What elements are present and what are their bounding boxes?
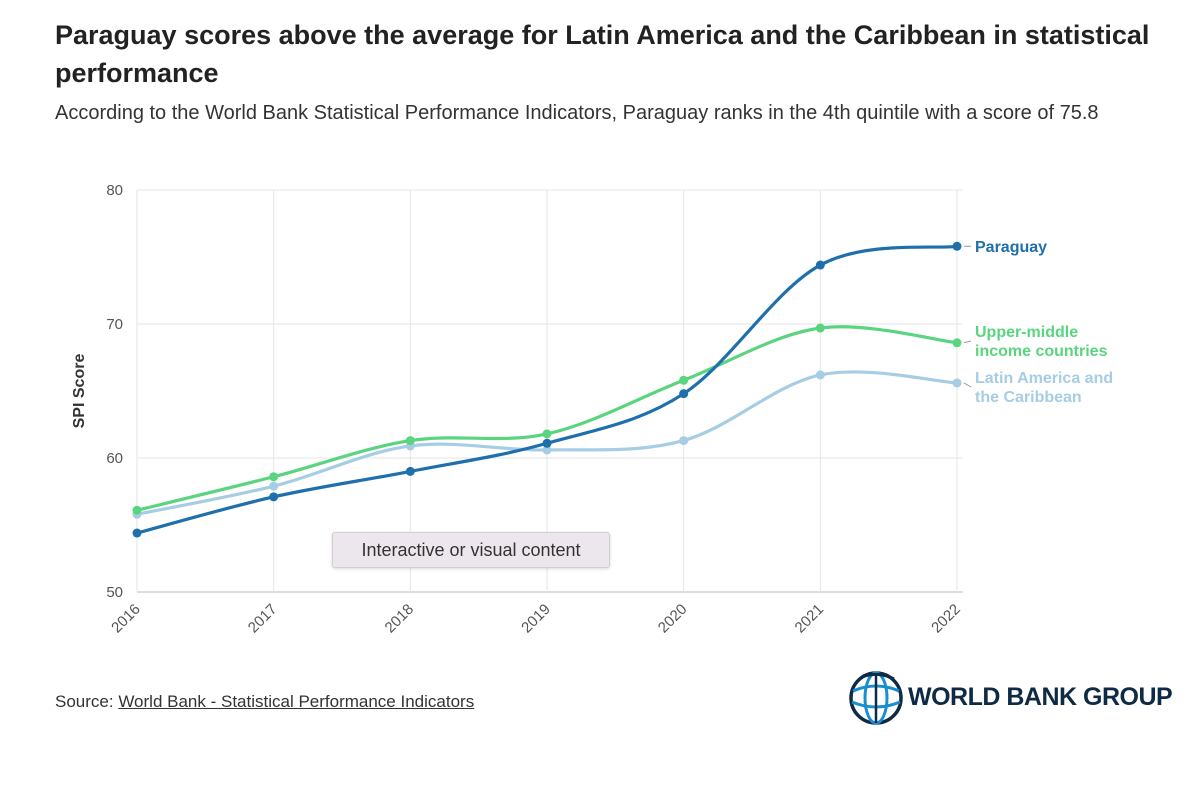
x-tick-label: 2017: [245, 601, 281, 637]
x-tick-label: 2019: [518, 601, 554, 637]
data-point[interactable]: [269, 481, 279, 491]
y-tick-label: 60: [106, 450, 123, 467]
data-point[interactable]: [952, 241, 962, 251]
data-point[interactable]: [269, 472, 279, 482]
data-point[interactable]: [132, 505, 142, 515]
data-point[interactable]: [405, 466, 415, 476]
logo-text: WORLD BANK GROUP: [908, 683, 1173, 711]
axes: 50 60 70 80 2016 2017 2018 2019 2020 2021 2022 SPI …: [71, 182, 964, 636]
source-note: Source: World Bank - Statistical Perform…: [55, 692, 474, 712]
series-label: Paraguay: [975, 239, 1047, 256]
series-label: Upper-middle: [975, 324, 1078, 341]
line-chart: 50 60 70 80 2016 2017 2018 2019 2020 2021 2022 SPI …: [71, 182, 1113, 636]
chart-subtitle: According to the World Bank Statistical …: [55, 102, 1099, 124]
data-point[interactable]: [952, 338, 962, 348]
globe-icon: [849, 671, 903, 725]
label-leader: [963, 382, 972, 388]
x-tick-label: 2022: [928, 601, 964, 637]
y-tick-label: 70: [106, 316, 123, 333]
x-tick-label: 2021: [792, 601, 828, 637]
interactive-content-tooltip[interactable]: Interactive or visual content: [332, 532, 610, 568]
x-tick-label: 2020: [655, 601, 691, 637]
series-label: the Caribbean: [975, 389, 1082, 406]
series-labels: Paraguay Upper-middle income countries Lati…: [963, 239, 1113, 406]
data-point[interactable]: [132, 528, 142, 538]
series-label: Latin America and: [975, 370, 1113, 387]
data-point[interactable]: [542, 438, 552, 448]
y-tick-label: 80: [106, 182, 123, 199]
data-point[interactable]: [815, 323, 825, 333]
data-point[interactable]: [679, 389, 689, 399]
data-point[interactable]: [815, 370, 825, 380]
grid-lines: [136, 189, 963, 593]
data-point[interactable]: [815, 260, 825, 270]
data-point[interactable]: [952, 378, 962, 388]
x-tick-label: 2016: [108, 601, 144, 637]
data-point[interactable]: [405, 436, 415, 446]
source-prefix: Source:: [55, 692, 119, 711]
y-tick-label: 50: [106, 584, 123, 601]
data-point[interactable]: [542, 429, 552, 439]
data-point[interactable]: [269, 492, 279, 502]
data-point[interactable]: [679, 375, 689, 385]
y-axis-label: SPI Score: [71, 354, 88, 429]
world-bank-logo: WORLD BANK GROUP: [848, 669, 1173, 729]
source-link[interactable]: World Bank - Statistical Performance Ind…: [118, 692, 475, 711]
series-label: income countries: [975, 343, 1108, 360]
chart-title: Paraguay scores above the average for La…: [55, 20, 1150, 88]
x-tick-label: 2018: [382, 601, 418, 637]
data-point[interactable]: [542, 445, 552, 455]
label-leader: [963, 340, 972, 344]
data-point[interactable]: [679, 436, 689, 446]
series-points: [132, 241, 962, 538]
